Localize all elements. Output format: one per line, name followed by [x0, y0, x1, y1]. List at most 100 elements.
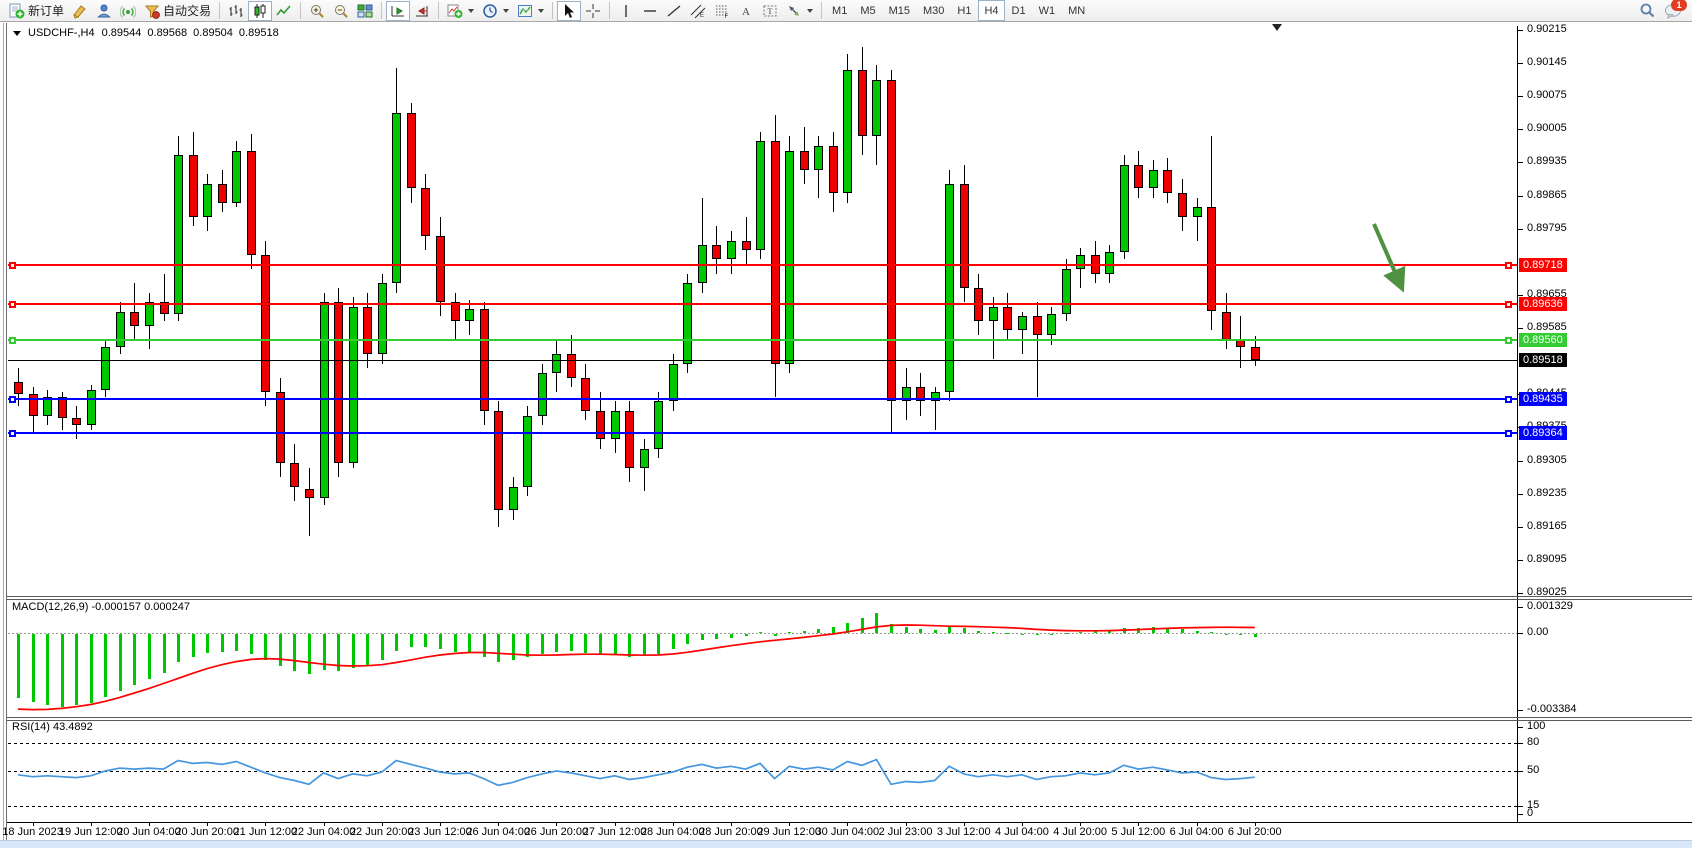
macd-histogram-bar — [570, 633, 573, 652]
timeframe-button-H1[interactable]: H1 — [957, 4, 972, 17]
price-line-0.89718[interactable] — [8, 264, 1517, 267]
line-anchor[interactable] — [9, 262, 16, 270]
line-anchor[interactable] — [9, 396, 16, 404]
chart-low-value: 0.89504 — [193, 27, 233, 39]
trendline-button[interactable] — [662, 1, 686, 21]
timeframe-button-M1[interactable]: M1 — [832, 4, 848, 17]
chart-shift-button[interactable] — [410, 1, 434, 21]
panel-splitter[interactable] — [7, 720, 1692, 721]
main-chart-panel[interactable] — [8, 26, 1517, 596]
price-badge: 0.89435 — [1519, 392, 1567, 407]
notifications-button[interactable]: 1 — [1664, 0, 1687, 19]
market-watch-icon — [96, 3, 112, 19]
candle-body — [654, 401, 663, 449]
auto-trading-button[interactable]: 自动交易 — [140, 1, 215, 21]
candle-body — [1178, 193, 1187, 217]
price-axis-tick-label: 0.89165 — [1527, 519, 1567, 532]
price-line-0.89560[interactable] — [8, 338, 1517, 341]
macd-histogram-bar — [759, 631, 762, 634]
timeframe-button-W1[interactable]: W1 — [1038, 4, 1056, 17]
line-anchor[interactable] — [9, 336, 16, 344]
templates-dropdown-caret — [538, 8, 545, 13]
line-anchor[interactable] — [1505, 429, 1512, 437]
vertical-line-button[interactable] — [614, 1, 638, 21]
text-label-button[interactable]: T — [758, 1, 782, 21]
zoom-in-button[interactable] — [305, 1, 329, 21]
search-icon[interactable] — [1639, 2, 1656, 19]
line-chart-button[interactable] — [272, 1, 296, 21]
timeframe-button-H4[interactable]: H4 — [978, 0, 1005, 21]
signals-button[interactable] — [116, 1, 140, 21]
timeframe-button-D1[interactable]: D1 — [1011, 4, 1026, 17]
price-line-0.89364[interactable] — [8, 431, 1517, 434]
timeframe-button-M5[interactable]: M5 — [860, 4, 876, 17]
indicators-button[interactable] — [443, 1, 478, 21]
macd-histogram-bar — [1254, 633, 1257, 638]
styler-button[interactable] — [68, 1, 92, 21]
macd-histogram-bar — [293, 633, 296, 672]
chart-menu-icon[interactable] — [13, 30, 21, 36]
price-axis-tick-label: 0.90005 — [1527, 122, 1567, 135]
line-anchor[interactable] — [1505, 300, 1512, 308]
line-anchor[interactable] — [9, 429, 16, 437]
price-axis-tick — [1518, 493, 1523, 495]
market-watch-button[interactable] — [92, 1, 116, 21]
macd-panel[interactable] — [8, 600, 1517, 717]
fibonacci-button[interactable]: F — [710, 1, 734, 21]
macd-histogram-bar — [424, 633, 427, 647]
macd-histogram-bar — [61, 633, 64, 707]
cursor-button[interactable] — [557, 0, 582, 21]
tile-windows-button[interactable] — [353, 1, 377, 21]
svg-text:F: F — [725, 14, 729, 19]
text-button[interactable]: A — [734, 1, 758, 21]
macd-histogram-bar — [1094, 631, 1097, 634]
chart-high-value: 0.89568 — [147, 27, 188, 39]
panel-splitter[interactable] — [7, 599, 1692, 600]
macd-histogram-bar — [264, 633, 267, 661]
rsi-axis-tick — [1518, 727, 1523, 728]
periods-button[interactable] — [478, 1, 513, 21]
price-axis-tick-label: 0.89585 — [1527, 321, 1567, 334]
chart-open-value: 0.89544 — [101, 27, 142, 39]
line-anchor[interactable] — [1505, 396, 1512, 404]
line-anchor[interactable] — [1505, 336, 1512, 344]
candle-body — [727, 240, 736, 260]
bar-chart-button[interactable] — [224, 1, 248, 21]
time-axis-label: 28 Jun 20:00 — [699, 826, 763, 838]
time-axis-label: 6 Jul 04:00 — [1169, 826, 1224, 838]
price-line-0.89435[interactable] — [8, 398, 1517, 401]
panel-splitter[interactable] — [7, 596, 1692, 597]
candle-body — [683, 283, 692, 364]
line-anchor[interactable] — [1505, 262, 1512, 270]
templates-button[interactable] — [513, 1, 548, 21]
macd-histogram-bar — [672, 633, 675, 650]
candle-body — [29, 394, 38, 416]
timeframe-button-MN[interactable]: MN — [1068, 4, 1086, 17]
new-order-button[interactable]: 新订单 — [5, 1, 68, 21]
candle-body — [800, 150, 809, 170]
candlestick-chart-button[interactable] — [248, 0, 273, 21]
macd-histogram-bar — [657, 633, 660, 654]
timeframe-button-M15[interactable]: M15 — [888, 4, 910, 17]
macd-histogram-bar — [817, 628, 820, 634]
rsi-axis-tick-label: 80 — [1527, 736, 1540, 748]
macd-histogram-bar — [17, 633, 20, 699]
macd-histogram-bar — [46, 633, 49, 705]
panel-splitter[interactable] — [7, 717, 1692, 718]
horizontal-line-button[interactable] — [638, 1, 662, 21]
candle-body — [1076, 254, 1085, 269]
arrows-button[interactable] — [782, 1, 817, 21]
timeframe-button-M30[interactable]: M30 — [923, 4, 945, 17]
macd-histogram-bar — [75, 633, 78, 706]
chart-shift-marker[interactable] — [1272, 24, 1282, 31]
chart-window-left-border-inner — [6, 23, 7, 840]
time-axis-tick — [556, 823, 558, 826]
crosshair-button[interactable] — [581, 1, 605, 21]
equidistant-channel-button[interactable]: E — [686, 1, 710, 21]
line-anchor[interactable] — [9, 300, 16, 308]
auto-scroll-button[interactable] — [386, 0, 411, 21]
macd-indicator-label: MACD(12,26,9) -0.000157 0.000247 — [12, 601, 190, 613]
price-line-0.89636[interactable] — [8, 302, 1517, 305]
zoom-out-button[interactable] — [329, 1, 353, 21]
candle-body — [1236, 339, 1245, 347]
